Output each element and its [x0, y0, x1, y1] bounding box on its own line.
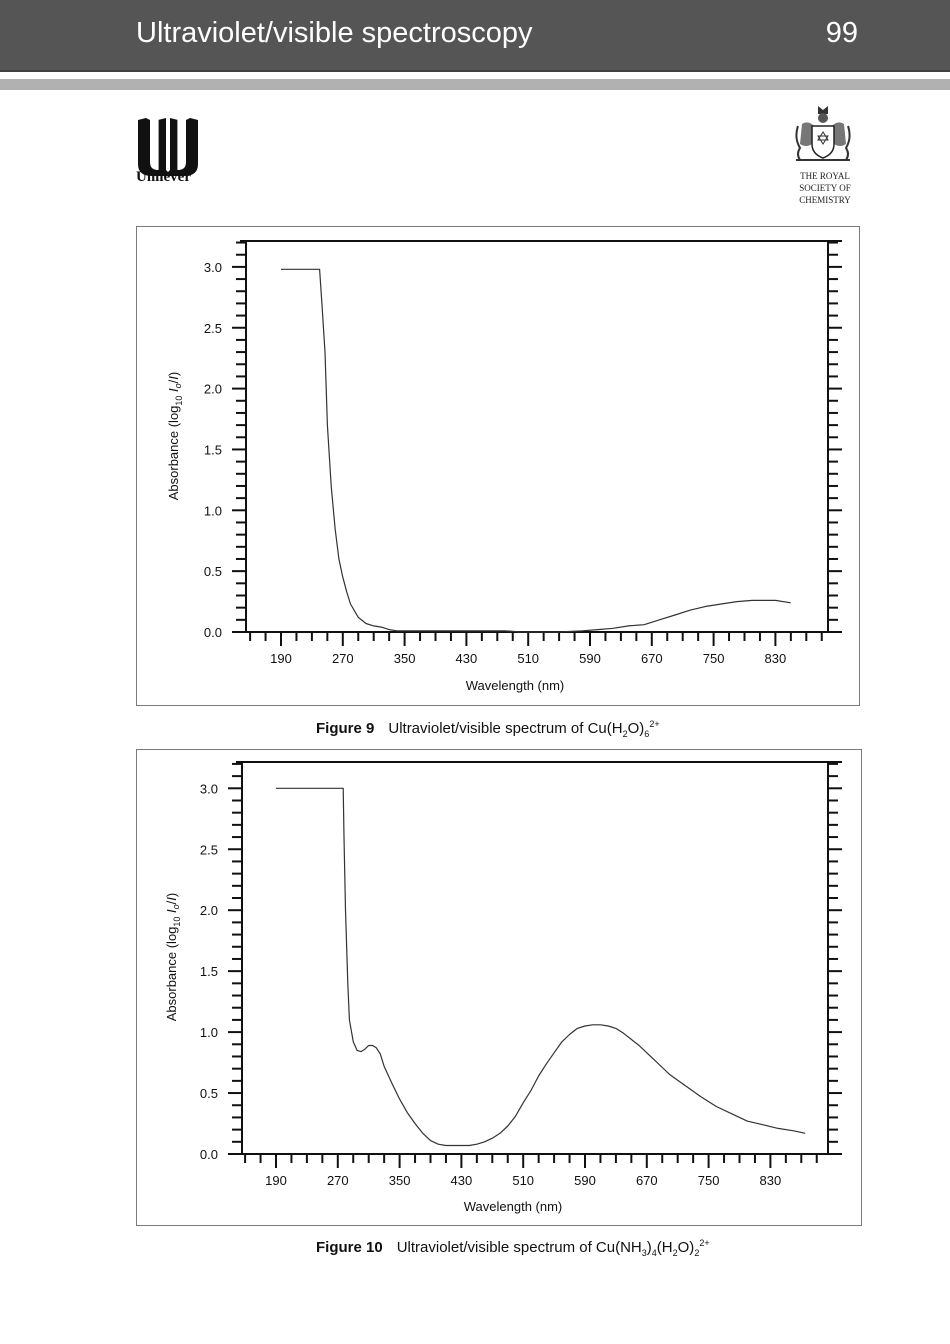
x-tick-label: 670 [636, 1173, 658, 1188]
x-tick-label: 270 [332, 651, 354, 666]
x-axis-label: Wavelength (nm) [464, 1199, 563, 1214]
figure-9-label: Figure 9 [316, 720, 375, 737]
y-tick-label: 2.5 [200, 842, 218, 857]
y-axis-label: Absorbance (log10 Io/I) [164, 893, 182, 1022]
y-tick-label: 1.5 [200, 964, 218, 979]
y-tick-label: 0.0 [200, 1147, 218, 1162]
page-number: 99 [825, 17, 858, 49]
y-tick-label: 0.0 [204, 625, 222, 640]
x-tick-label: 590 [574, 1173, 596, 1188]
figure-10-caption: Figure 10 Ultraviolet/visible spectrum of… [316, 1238, 710, 1258]
x-tick-label: 430 [451, 1173, 473, 1188]
figure-10-caption-text: Ultraviolet/visible spectrum of Cu(NH3)4… [396, 1238, 710, 1258]
x-tick-label: 510 [517, 651, 539, 666]
rsc-line-2: SOCIETY OF [799, 183, 851, 193]
y-tick-label: 3.0 [200, 781, 218, 796]
x-axis-label: Wavelength (nm) [466, 678, 565, 693]
rsc-wordmark: THE ROYAL SOCIETY OF CHEMISTRY [784, 170, 866, 206]
y-tick-label: 0.5 [200, 1086, 218, 1101]
x-tick-label: 350 [394, 651, 416, 666]
unilever-logo-icon [138, 118, 198, 176]
spectrum-line [281, 268, 791, 633]
y-axis-label: Absorbance (log10 Io/I) [166, 372, 184, 501]
x-tick-label: 270 [327, 1173, 349, 1188]
x-tick-label: 350 [389, 1173, 411, 1188]
chapter-title: Ultraviolet/visible spectroscopy [136, 17, 533, 49]
x-tick-label: 750 [698, 1173, 720, 1188]
royal-society-crest-icon [795, 106, 851, 161]
y-tick-label: 2.5 [204, 321, 222, 336]
header-divider [0, 79, 950, 90]
figure-9-frame [136, 226, 860, 706]
x-tick-label: 590 [579, 651, 601, 666]
unilever-wordmark: Unilever [136, 169, 191, 185]
y-tick-label: 2.0 [200, 903, 218, 918]
rsc-line-3: CHEMISTRY [799, 195, 851, 205]
y-tick-label: 1.0 [200, 1025, 218, 1040]
rsc-line-1: THE ROYAL [800, 171, 850, 181]
x-tick-label: 190 [265, 1173, 287, 1188]
x-tick-label: 750 [703, 651, 725, 666]
figure-9-caption-text: Ultraviolet/visible spectrum of Cu(H2O)6… [388, 719, 660, 739]
y-tick-label: 1.5 [204, 442, 222, 457]
y-tick-label: 1.0 [204, 503, 222, 518]
x-tick-label: 510 [512, 1173, 534, 1188]
y-tick-label: 0.5 [204, 564, 222, 579]
figure-9-caption: Figure 9 Ultraviolet/visible spectrum of … [316, 719, 660, 739]
figure-10-label: Figure 10 [316, 1239, 383, 1256]
page-header: Ultraviolet/visible spectroscopy 99 [0, 0, 950, 72]
y-tick-label: 3.0 [204, 260, 222, 275]
y-tick-label: 2.0 [204, 382, 222, 397]
spectrum-line [276, 787, 806, 1147]
x-tick-label: 830 [760, 1173, 782, 1188]
x-tick-label: 830 [765, 651, 787, 666]
figure-10-frame [136, 749, 862, 1226]
x-tick-label: 670 [641, 651, 663, 666]
x-tick-label: 190 [270, 651, 292, 666]
x-tick-label: 430 [456, 651, 478, 666]
